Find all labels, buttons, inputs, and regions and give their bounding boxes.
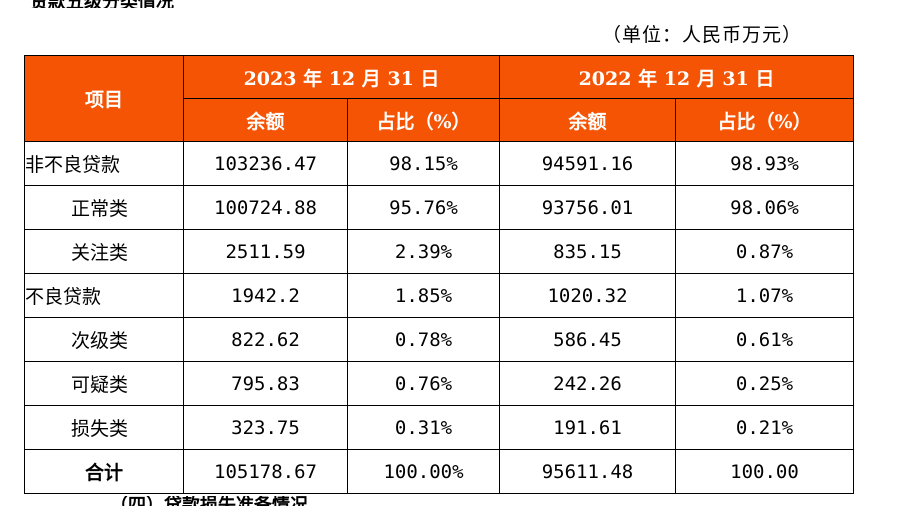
balance-2022: 95611.48 <box>499 449 676 494</box>
table-row: 损失类 323.75 0.31% 191.61 0.21% <box>24 405 854 450</box>
next-heading-fragment: （四）贷款损失准备情况 <box>110 496 370 506</box>
ratio-2022: 100.00 <box>675 449 854 494</box>
table-row: 非不良贷款 103236.47 98.15% 94591.16 98.93% <box>24 141 854 186</box>
balance-2022: 1020.32 <box>499 273 676 318</box>
unit-note: （单位：人民币万元） <box>602 24 803 46</box>
row-label: 可疑类 <box>24 361 184 406</box>
ratio-2023: 0.76% <box>347 361 500 406</box>
row-label: 正常类 <box>24 185 184 230</box>
balance-2022: 93756.01 <box>499 185 676 230</box>
ratio-2023: 100.00% <box>347 449 500 494</box>
balance-2022: 191.61 <box>499 405 676 450</box>
ratio-2022: 0.87% <box>675 229 854 274</box>
ratio-2022: 98.93% <box>675 141 854 186</box>
balance-2023: 795.83 <box>183 361 348 406</box>
ratio-2023: 98.15% <box>347 141 500 186</box>
table-subheader-row: 余额 占比（%） 余额 占比（%） <box>25 98 854 142</box>
period-header-2022: 2022 年 12 月 31 日 <box>499 55 854 99</box>
table-row: 正常类 100724.88 95.76% 93756.01 98.06% <box>24 185 854 230</box>
balance-2022: 586.45 <box>499 317 676 362</box>
ratio-2023: 95.76% <box>347 185 500 230</box>
ratio-2023: 0.31% <box>347 405 500 450</box>
ratio-2022: 0.21% <box>675 405 854 450</box>
table-row: 关注类 2511.59 2.39% 835.15 0.87% <box>24 229 854 274</box>
balance-2022: 94591.16 <box>499 141 676 186</box>
balance-header-2022: 余额 <box>499 98 676 142</box>
table-header-row: 项目 2023 年 12 月 31 日 2022 年 12 月 31 日 <box>24 55 854 142</box>
ratio-2023: 0.78% <box>347 317 500 362</box>
table-row: 次级类 822.62 0.78% 586.45 0.61% <box>24 317 854 362</box>
balance-2022: 242.26 <box>499 361 676 406</box>
balance-2023: 100724.88 <box>183 185 348 230</box>
ratio-2022: 0.61% <box>675 317 854 362</box>
row-label: 损失类 <box>24 405 184 450</box>
total-row: 合计 105178.67 100.00% 95611.48 100.00 <box>24 449 854 494</box>
previous-heading-fragment: 贷款五级分类情况 <box>30 0 370 8</box>
ratio-2022: 0.25% <box>675 361 854 406</box>
balance-header-2023: 余额 <box>183 98 348 142</box>
row-label: 非不良贷款 <box>24 141 184 186</box>
ratio-2023: 2.39% <box>347 229 500 274</box>
balance-2023: 1942.2 <box>183 273 348 318</box>
table-row: 不良贷款 1942.2 1.85% 1020.32 1.07% <box>24 273 854 318</box>
item-column-header: 项目 <box>24 55 184 142</box>
balance-2023: 323.75 <box>183 405 348 450</box>
ratio-2022: 1.07% <box>675 273 854 318</box>
balance-2023: 2511.59 <box>183 229 348 274</box>
balance-2022: 835.15 <box>499 229 676 274</box>
period-header-2023: 2023 年 12 月 31 日 <box>183 55 500 99</box>
total-label: 合计 <box>24 449 184 494</box>
row-label: 关注类 <box>24 229 184 274</box>
balance-2023: 103236.47 <box>183 141 348 186</box>
ratio-header-2022: 占比（%） <box>675 98 854 142</box>
ratio-2023: 1.85% <box>347 273 500 318</box>
row-label: 不良贷款 <box>24 273 184 318</box>
balance-2023: 105178.67 <box>183 449 348 494</box>
ratio-2022: 98.06% <box>675 185 854 230</box>
row-label: 次级类 <box>24 317 184 362</box>
balance-2023: 822.62 <box>183 317 348 362</box>
loan-classification-table: 项目 2023 年 12 月 31 日 2022 年 12 月 31 日 余额 … <box>24 55 854 494</box>
ratio-header-2023: 占比（%） <box>347 98 500 142</box>
table-row: 可疑类 795.83 0.76% 242.26 0.25% <box>24 361 854 406</box>
